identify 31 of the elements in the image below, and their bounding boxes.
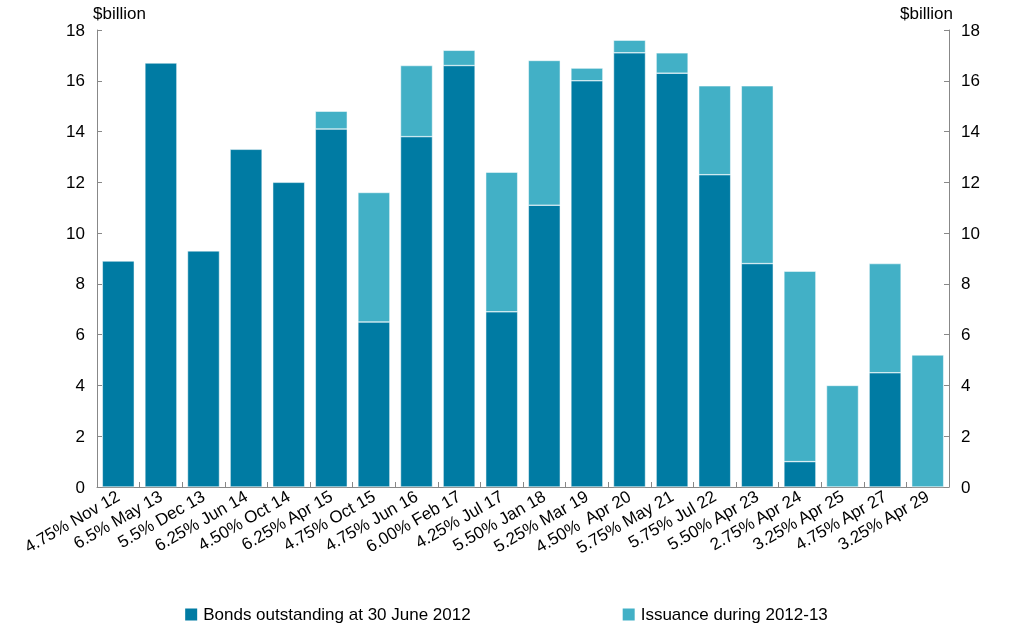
bar (144, 63, 177, 487)
y2-tick-label: 4 (961, 375, 971, 395)
bar (911, 354, 944, 487)
bar (272, 182, 305, 487)
bar (102, 261, 135, 487)
y2-tick-label: 0 (961, 477, 971, 497)
y-tick-label: 10 (66, 223, 85, 243)
y-tick-label: 6 (75, 325, 85, 345)
y2-axis-title: $billion (900, 4, 953, 23)
bar (187, 250, 220, 487)
y2-tick-label: 16 (961, 71, 980, 91)
y-tick-label: 2 (75, 426, 85, 446)
legend-label: Issuance during 2012-13 (640, 605, 828, 624)
y2-tick-label: 8 (961, 274, 971, 294)
y2-tick-label: 2 (961, 426, 971, 446)
y2-tick-label: 14 (961, 122, 980, 142)
y2-tick-label: 10 (961, 223, 980, 243)
y-tick-label: 16 (66, 71, 85, 91)
legend-label: Bonds outstanding at 30 June 2012 (203, 605, 471, 624)
bar (230, 149, 263, 487)
y-tick-label: 14 (66, 122, 85, 142)
y2-tick-label: 12 (961, 172, 980, 192)
bar (826, 385, 859, 487)
y2-tick-label: 6 (961, 325, 971, 345)
y-tick-label: 12 (66, 172, 85, 192)
y-tick-label: 8 (75, 274, 85, 294)
y-tick-label: 4 (75, 375, 85, 395)
y-tick-label: 0 (75, 477, 85, 497)
y-tick-label: 18 (66, 20, 85, 40)
y-axis-title: $billion (93, 4, 146, 23)
y2-tick-label: 18 (961, 20, 980, 40)
